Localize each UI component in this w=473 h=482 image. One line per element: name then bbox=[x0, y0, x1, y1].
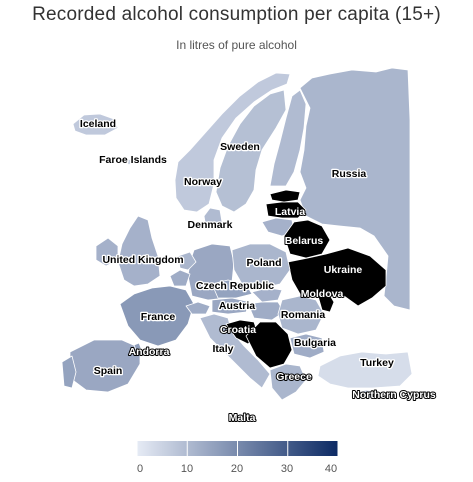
region-andorra[interactable] bbox=[133, 342, 142, 351]
chart-title: Recorded alcohol consumption per capita … bbox=[32, 4, 441, 25]
map-label: Belarus bbox=[285, 235, 324, 247]
region-netherlands[interactable] bbox=[177, 251, 197, 271]
map-labels: Iceland Faroe Islands Sweden Norway Russia La… bbox=[79, 117, 437, 425]
region-switzerland[interactable] bbox=[185, 301, 211, 315]
legend-tick: 0 bbox=[136, 463, 144, 475]
region-slovakia[interactable] bbox=[251, 287, 283, 303]
region-greece[interactable] bbox=[269, 363, 307, 401]
legend-tick: 10 bbox=[180, 463, 194, 475]
map-label: Latvia bbox=[275, 206, 306, 218]
region-moldova[interactable] bbox=[317, 291, 335, 313]
region-spain[interactable] bbox=[69, 339, 141, 393]
map-label: Ukraine bbox=[324, 264, 363, 276]
region-balkans[interactable] bbox=[245, 321, 293, 369]
map-label: Poland bbox=[246, 257, 281, 269]
region-czech-republic[interactable] bbox=[211, 279, 253, 299]
map-label: Denmark bbox=[188, 219, 233, 231]
region-sweden[interactable] bbox=[215, 89, 287, 213]
region-turkey[interactable] bbox=[317, 351, 413, 389]
map-label: Spain bbox=[94, 365, 123, 377]
map-regions bbox=[61, 67, 413, 424]
region-denmark[interactable] bbox=[203, 207, 223, 231]
map-label: Austria bbox=[219, 300, 255, 312]
region-ireland[interactable] bbox=[95, 237, 119, 267]
region-northern-cyprus[interactable] bbox=[351, 389, 379, 399]
map-label: France bbox=[141, 311, 176, 323]
region-finland[interactable] bbox=[269, 89, 307, 187]
map-label: Turkey bbox=[360, 357, 394, 369]
map-label: Malta bbox=[229, 412, 256, 424]
map-label: Andorra bbox=[129, 346, 170, 358]
region-portugal[interactable] bbox=[61, 355, 77, 389]
map-label: Sweden bbox=[220, 141, 260, 153]
map-label: Moldova bbox=[301, 288, 344, 300]
region-faroe-islands[interactable] bbox=[125, 158, 133, 166]
region-united-kingdom[interactable] bbox=[117, 215, 161, 287]
region-poland[interactable] bbox=[231, 243, 291, 289]
region-belarus[interactable] bbox=[283, 219, 331, 259]
map-label: Norway bbox=[184, 176, 222, 188]
region-france[interactable] bbox=[119, 285, 195, 347]
region-romania[interactable] bbox=[277, 295, 325, 335]
region-russia[interactable] bbox=[299, 67, 411, 311]
map-label: Faroe Islands bbox=[99, 154, 167, 166]
region-italy[interactable] bbox=[199, 313, 271, 389]
legend-tick-marks bbox=[136, 441, 339, 456]
chart-subtitle: In litres of pure alcohol bbox=[176, 38, 297, 52]
map-label: Russia bbox=[332, 168, 367, 180]
map-label: Croatia bbox=[220, 324, 256, 336]
map-label: Iceland bbox=[80, 118, 116, 130]
region-austria[interactable] bbox=[211, 297, 251, 315]
region-bulgaria[interactable] bbox=[289, 333, 325, 359]
region-norway[interactable] bbox=[174, 72, 291, 213]
map-label: Italy bbox=[212, 343, 233, 355]
region-belgium[interactable] bbox=[169, 269, 191, 287]
region-malta[interactable] bbox=[235, 415, 246, 424]
map-label: Czech Republic bbox=[196, 280, 274, 292]
map-label: Romania bbox=[281, 309, 326, 321]
map-label: Greece bbox=[276, 371, 312, 383]
legend-tick: 20 bbox=[230, 463, 244, 475]
region-estonia[interactable] bbox=[269, 189, 301, 203]
legend-tick: 30 bbox=[280, 463, 294, 475]
legend-tick: 40 bbox=[324, 463, 338, 475]
region-ukraine[interactable] bbox=[287, 247, 387, 307]
map-label: United Kingdom bbox=[102, 254, 183, 266]
map-label: Bulgaria bbox=[294, 337, 336, 349]
map-label: Northern Cyprus bbox=[352, 389, 436, 401]
region-iceland[interactable] bbox=[72, 113, 119, 136]
